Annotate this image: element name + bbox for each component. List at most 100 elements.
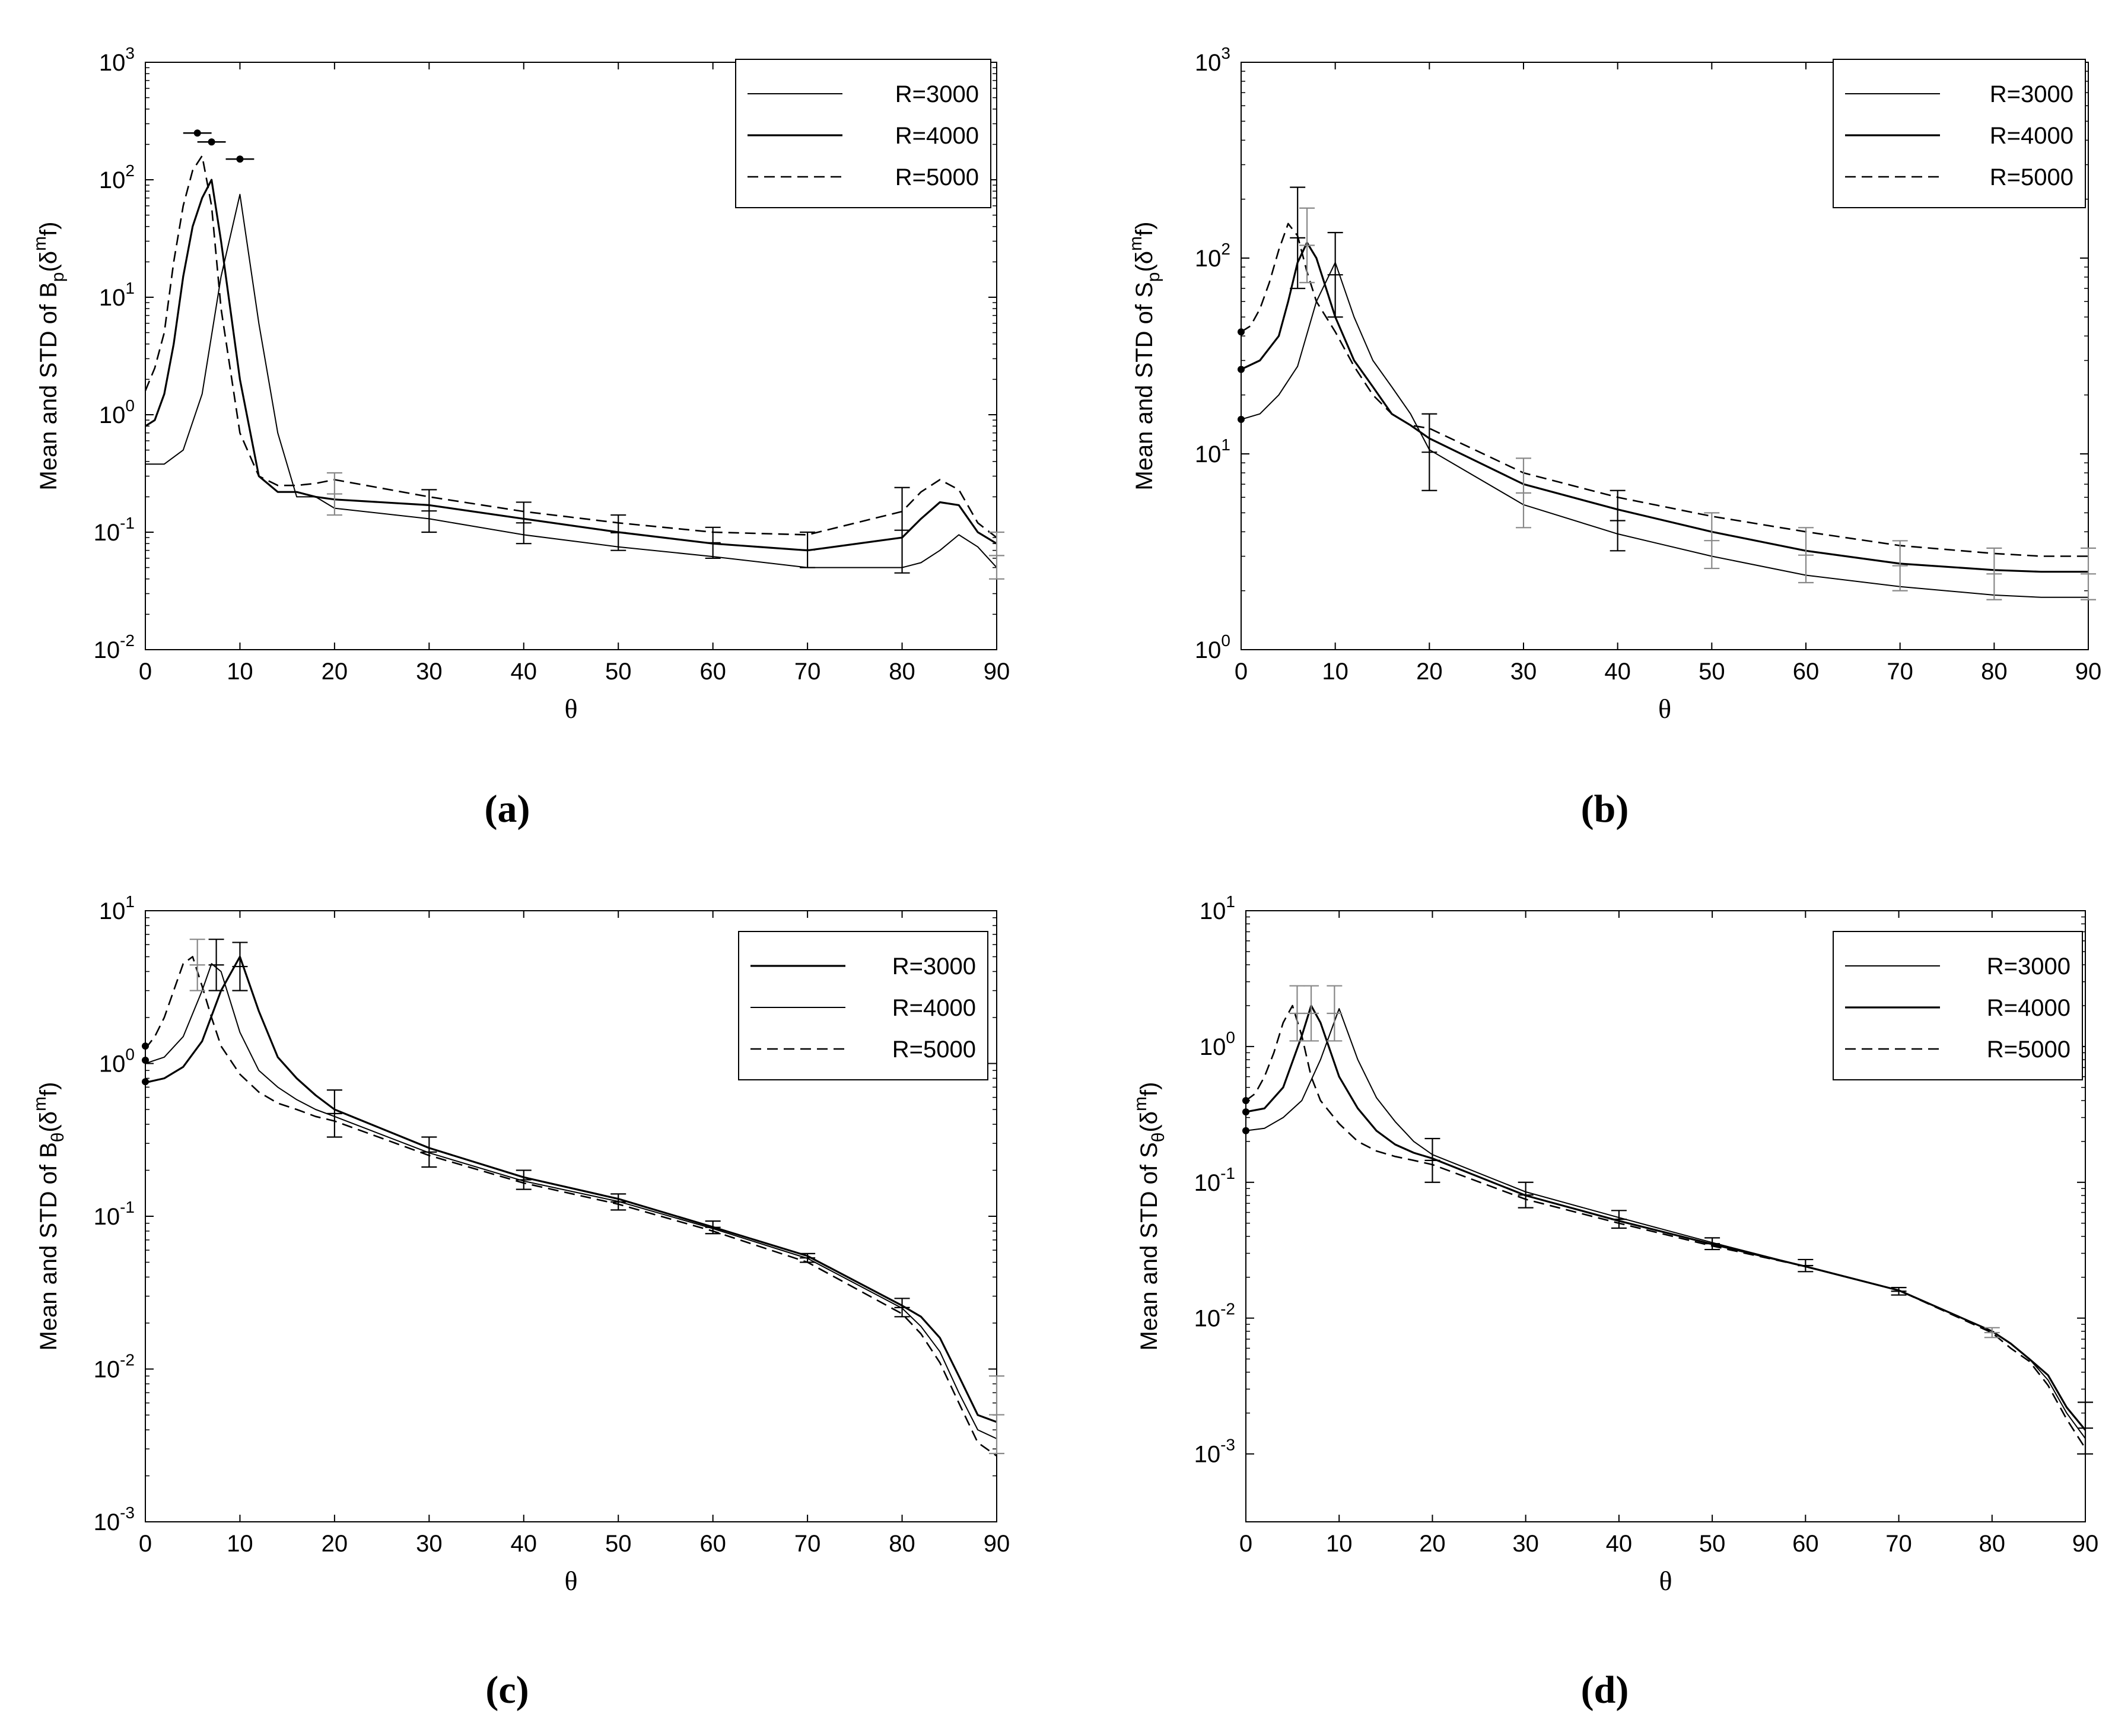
data-point-marker: [1238, 328, 1245, 336]
y-tick-label: 102: [99, 161, 135, 193]
y-tick-exponent: 0: [125, 396, 135, 415]
y-tick-label: 10-2: [94, 631, 135, 663]
data-point-marker: [1238, 415, 1245, 423]
y-label-paren: (δ: [36, 251, 62, 272]
y-tick-base: 10: [1195, 637, 1222, 663]
y-tick-label: 103: [99, 44, 135, 76]
series-line-r-4000: [145, 179, 997, 552]
y-label-sub: p: [1144, 272, 1163, 282]
error-bar: [800, 531, 816, 568]
legend-label: R=5000: [1990, 164, 2073, 190]
y-tick-label: 102: [1195, 240, 1230, 272]
panel-caption: (a): [485, 787, 530, 831]
x-tick-label: 60: [699, 659, 726, 685]
y-tick-label: 10-1: [94, 1198, 135, 1230]
error-bar: [1424, 1137, 1440, 1183]
y-tick-exponent: -1: [120, 1198, 135, 1216]
legend: R=3000 R=4000 R=5000: [1833, 59, 2086, 208]
data-point-marker: [142, 1057, 149, 1064]
error-bar: [1704, 1237, 1720, 1251]
error-bar: [800, 1252, 816, 1263]
y-tick-base: 10: [1195, 441, 1222, 468]
error-bar: [1798, 527, 1814, 584]
y-tick-exponent: -1: [1220, 1164, 1235, 1182]
y-label-paren: (δ: [1136, 1111, 1162, 1133]
legend-label: R=4000: [895, 123, 979, 149]
x-tick-label: 90: [984, 1531, 1010, 1557]
error-bar: [1421, 413, 1437, 491]
y-tick-label: 100: [99, 1045, 135, 1077]
y-tick-base: 10: [94, 1204, 120, 1230]
y-tick-base: 10: [1200, 1034, 1226, 1060]
y-tick-label: 100: [99, 396, 135, 428]
y-tick-exponent: 1: [1226, 892, 1235, 911]
y-tick-base: 10: [94, 520, 120, 546]
x-tick-label: 60: [1793, 659, 1820, 685]
y-tick-base: 10: [1194, 1442, 1221, 1468]
x-axis-label: θ: [564, 694, 577, 724]
x-tick-label: 30: [1510, 659, 1537, 685]
y-tick-base: 10: [99, 285, 126, 311]
series-line-r-3000: [145, 193, 997, 568]
x-axis-label: θ: [1658, 694, 1671, 724]
legend-label: R=3000: [1990, 81, 2073, 107]
y-label-sup: m: [30, 1096, 50, 1111]
x-tick-label: 90: [2072, 1531, 2099, 1557]
error-bar: [1611, 1210, 1627, 1229]
y-label-end: f): [1136, 1082, 1162, 1096]
x-tick-label: 80: [1979, 1531, 2006, 1557]
error-bar: [705, 1220, 721, 1235]
x-tick-label: 50: [605, 1531, 632, 1557]
x-tick-label: 0: [139, 659, 152, 685]
y-tick-base: 10: [99, 167, 126, 193]
x-tick-label: 20: [1416, 659, 1443, 685]
y-tick-base: 10: [1195, 246, 1222, 272]
y-tick-exponent: 1: [125, 279, 135, 297]
chart-panel-a: 0 10 20 30 40 50 60 70 80 9010-210-1100101102103R…: [30, 44, 1010, 831]
data-point-marker: [1242, 1127, 1249, 1134]
error-bar: [326, 1089, 342, 1138]
error-bar: [1516, 457, 1531, 529]
x-tick-label: 40: [1606, 1531, 1633, 1557]
error-bar: [1299, 207, 1315, 284]
y-label-main: Mean and STD of S: [1131, 282, 1157, 490]
error-bar: [326, 472, 342, 516]
y-tick-label: 10-3: [94, 1503, 135, 1535]
chart-panel-b: 0 10 20 30 40 50 60 70 80 90100101102103R=3000R=4…: [1126, 44, 2101, 831]
data-point-marker: [1242, 1096, 1249, 1104]
y-tick-label: 10-3: [1194, 1436, 1235, 1468]
series-line-r-5000: [1245, 1004, 2087, 1449]
error-bar: [1984, 1327, 2000, 1338]
error-bar: [1290, 186, 1306, 290]
y-tick-exponent: -1: [120, 514, 135, 532]
y-tick-label: 103: [1195, 44, 1230, 76]
y-label-sub: θ: [1149, 1133, 1168, 1143]
error-bar: [894, 487, 910, 574]
x-tick-label: 0: [1235, 659, 1248, 685]
y-tick-base: 10: [1195, 50, 1222, 76]
data-point-marker: [142, 1078, 149, 1086]
legend-label: R=4000: [1987, 995, 2071, 1021]
error-bar: [894, 1298, 910, 1318]
x-tick-label: 50: [1699, 659, 1725, 685]
y-tick-exponent: 1: [125, 892, 135, 911]
x-tick-label: 40: [511, 1531, 538, 1557]
y-tick-label: 10-1: [94, 514, 135, 546]
error-bar: [208, 939, 224, 991]
data-point-marker: [142, 1042, 149, 1050]
y-label-paren: (δ: [1131, 251, 1157, 272]
y-label-main: Mean and STD of S: [1136, 1142, 1162, 1350]
y-tick-label: 101: [99, 892, 135, 924]
error-bar: [1892, 540, 1908, 592]
x-tick-label: 0: [139, 1531, 152, 1557]
y-tick-base: 10: [94, 1509, 120, 1535]
y-tick-label: 10-2: [94, 1351, 135, 1383]
y-axis-label: Mean and STD of Sp(δmf): [1126, 221, 1163, 490]
error-bar: [2078, 1401, 2093, 1455]
error-bar: [1327, 231, 1343, 318]
y-axis-label: Mean and STD of Sθ(δmf): [1131, 1082, 1168, 1350]
x-tick-label: 50: [605, 659, 632, 685]
y-tick-exponent: 2: [1221, 240, 1230, 258]
y-label-main: Mean and STD of B: [36, 1142, 62, 1350]
y-label-sub: p: [48, 272, 68, 282]
